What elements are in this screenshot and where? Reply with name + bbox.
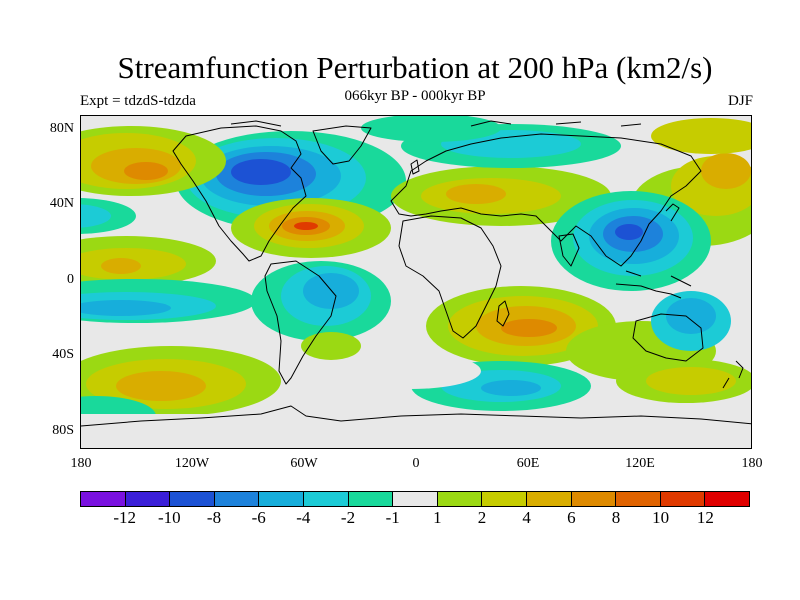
- y-tick-40n: 40N: [49, 196, 74, 211]
- plot-title: Streamfunction Perturbation at 200 hPa (…: [117, 50, 713, 85]
- colorbar-label: 4: [522, 508, 531, 527]
- colorbar-swatch: [81, 492, 126, 506]
- x-tick-60w: 60W: [290, 456, 318, 471]
- colorbar-swatch: [170, 492, 215, 506]
- y-tick-40s: 40S: [52, 347, 74, 362]
- x-tick-180e: 180: [741, 456, 763, 471]
- colorbar-label: 1: [433, 508, 442, 527]
- colorbar-swatch: [214, 492, 260, 506]
- y-tick-80s: 80S: [52, 423, 74, 438]
- x-tick-120w: 120W: [174, 456, 210, 471]
- colorbar-swatch: [526, 492, 572, 506]
- streamfunction-map: [80, 115, 752, 449]
- colorbar-swatch: [125, 492, 171, 506]
- colorbar-label: -6: [251, 508, 266, 527]
- colorbar-label: -8: [206, 508, 222, 527]
- x-tick-60e: 60E: [516, 456, 540, 471]
- y-tick-0: 0: [67, 272, 74, 287]
- colorbar-swatch: [259, 492, 304, 506]
- plot-subtitle: 066kyr BP - 000kyr BP: [344, 88, 486, 104]
- colorbar-swatch: [437, 492, 483, 506]
- colorbar-label: -12: [113, 508, 136, 527]
- colorbar-label: -4: [296, 508, 311, 527]
- y-tick-80n: 80N: [49, 121, 74, 136]
- season-label: DJF: [727, 93, 753, 109]
- colorbar-swatch: [348, 492, 394, 506]
- colorbar-label: -10: [157, 508, 181, 527]
- coastlines: [81, 120, 751, 427]
- x-tick-180w: 180: [70, 456, 92, 471]
- colorbar-swatch: [616, 492, 661, 506]
- map-canvas: [81, 116, 751, 448]
- colorbar-swatch: [393, 492, 438, 506]
- colorbar-label: 10: [652, 508, 670, 527]
- colorbar-swatch: [482, 492, 527, 506]
- colorbar-swatch: [303, 492, 349, 506]
- colorbar-label: -2: [340, 508, 356, 527]
- colorbar-label: 12: [696, 508, 714, 527]
- colorbar: [80, 491, 750, 507]
- contour-fill-layer: [81, 116, 751, 448]
- colorbar-label: 2: [477, 508, 487, 527]
- x-tick-120e: 120E: [625, 456, 655, 471]
- colorbar-swatch: [660, 492, 706, 506]
- colorbar-swatch: [571, 492, 617, 506]
- colorbar-swatch: [705, 492, 749, 506]
- colorbar-label: 8: [611, 508, 621, 527]
- colorbar-label: -1: [385, 508, 400, 527]
- colorbar-label: 6: [567, 508, 576, 527]
- experiment-label: Expt = tdzdS-tdzda: [80, 93, 196, 109]
- x-tick-0: 0: [412, 456, 420, 471]
